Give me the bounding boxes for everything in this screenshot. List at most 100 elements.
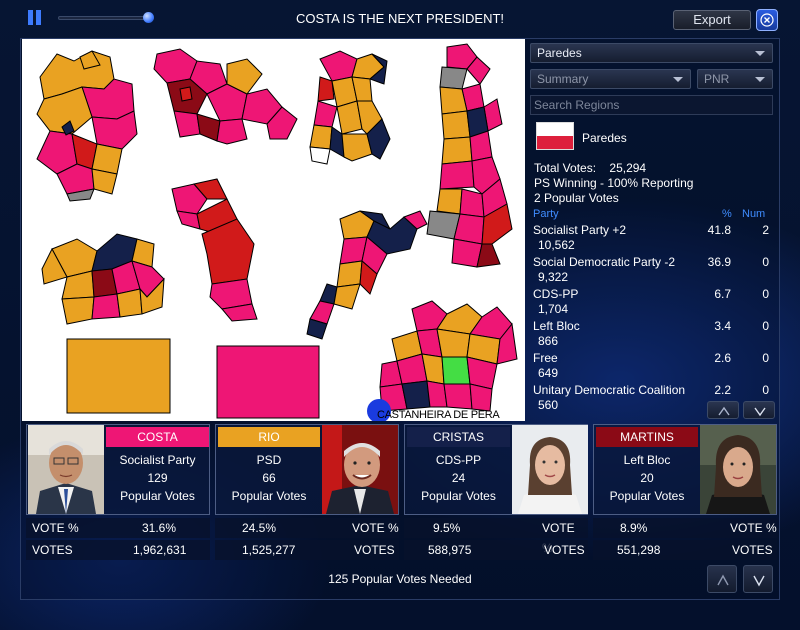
region-map[interactable]: CASTANHEIRA DE PERA [22, 39, 525, 421]
party-name: Free [533, 351, 558, 365]
candidate-card-cristas[interactable]: CRISTAS CDS-PP 24 Popular Votes [404, 424, 588, 515]
candidate-photo-cristas [512, 425, 588, 514]
map-svg[interactable] [22, 39, 525, 421]
map-selection-marker [367, 399, 391, 421]
page-title: COSTA IS THE NEXT PRESIDENT! [295, 11, 505, 26]
party-pct: 2.2 [714, 383, 731, 397]
party-row: Free 2.6 0 649 [533, 351, 771, 383]
map-district-group-8[interactable] [379, 300, 518, 412]
votes-needed-message: 125 Popular Votes Needed [328, 572, 472, 586]
party-pct: 36.9 [707, 255, 731, 269]
candidate-popular-votes-label: Popular Votes [231, 489, 307, 503]
votes-value: 1,962,631 [133, 543, 187, 557]
candidate-card-martins[interactable]: MARTINS Left Bloc 20 Popular Votes [593, 424, 777, 515]
vote-pct-value: 8.9% [620, 521, 648, 535]
vote-pct-value: 24.5% [242, 521, 277, 535]
search-regions-input[interactable] [530, 95, 773, 115]
party-num: 0 [762, 287, 769, 301]
party-num: 0 [762, 319, 769, 333]
region-dropdown[interactable]: Paredes [530, 43, 773, 63]
party-list: Socialist Party +2 41.8 2 10,562 Social … [533, 223, 771, 415]
map-district-group-7[interactable] [306, 210, 428, 340]
map-district-group-3[interactable] [309, 50, 391, 165]
vote-pct-cell-costa: VOTE % 31.6% [26, 518, 210, 538]
chevron-down-icon [755, 77, 765, 82]
candidate-popular-votes: 24 [451, 471, 466, 485]
close-icon [760, 13, 774, 27]
export-button[interactable]: Export [673, 10, 751, 30]
vote-pct-label: VOTE % [352, 521, 399, 535]
votes-label: VOTES [354, 543, 395, 557]
party-name: Social Democratic Party -2 [533, 255, 676, 269]
party-row: Socialist Party +2 41.8 2 10,562 [533, 223, 771, 255]
party-pct: 2.6 [714, 351, 731, 365]
votes-value: 588,975 [428, 543, 472, 557]
region-dropdown-value: Paredes [537, 46, 582, 60]
legend-square-psd [66, 338, 171, 414]
party-name: CDS-PP [533, 287, 579, 301]
candidate-name: RIO [218, 427, 320, 447]
party-name: Socialist Party +2 [533, 223, 627, 237]
map-district-group-6[interactable] [171, 178, 258, 322]
vote-pct-cell-rio: 24.5% VOTE % [215, 518, 399, 538]
votes-label: VOTES [732, 543, 773, 557]
candidate-popular-votes-label: Popular Votes [421, 489, 496, 503]
party-name: Unitary Democratic Coalition [533, 383, 686, 397]
party-votes: 866 [538, 334, 559, 348]
candidate-photo-rio [322, 425, 398, 514]
close-button[interactable] [756, 9, 778, 31]
votes-value: 1,525,277 [242, 543, 296, 557]
total-votes-value: 25,294 [609, 161, 647, 175]
party-scroll-up-button[interactable] [707, 401, 739, 419]
col-num-header: Num [742, 208, 766, 220]
vote-pct-label: VOTE % [32, 521, 79, 535]
party-num: 0 [762, 351, 769, 365]
votes-value: 551,298 [617, 543, 661, 557]
party-num: 2 [762, 223, 769, 237]
legend-square-ps [216, 345, 320, 419]
candidate-card-costa[interactable]: COSTA Socialist Party 129 Popular Votes [26, 424, 210, 515]
party-pct: 6.7 [714, 287, 731, 301]
party-pct: 3.4 [714, 319, 731, 333]
winning-status: PS Winning - 100% Reporting [534, 176, 694, 190]
votes-cell-rio: 1,525,277 VOTES [215, 540, 399, 560]
party-votes: 560 [538, 398, 559, 412]
candidates-scroll-up-button[interactable] [707, 565, 737, 593]
candidate-info: CDS-PP 24 Popular Votes [407, 451, 510, 505]
votes-row: VOTES 1,962,631 1,525,277 VOTES 588,975 … [22, 540, 778, 560]
chevron-down-icon [673, 77, 683, 82]
party-num: 0 [762, 383, 769, 397]
map-district-group-2[interactable] [153, 48, 298, 145]
pause-button[interactable] [26, 10, 44, 26]
candidates-scroll-down-button[interactable] [743, 565, 773, 593]
map-district-group-1[interactable] [36, 50, 138, 202]
total-votes-label: Total Votes: [534, 161, 597, 175]
chevron-down-icon [755, 51, 765, 56]
chevron-down-icon [753, 575, 765, 587]
candidate-card-rio[interactable]: RIO PSD 66 Popular Votes [215, 424, 399, 515]
region-panel: Paredes Summary PNR Paredes Total Votes:… [530, 40, 775, 420]
party-votes: 10,562 [538, 238, 575, 252]
candidate-party: Socialist Party [119, 453, 196, 467]
playback-slider[interactable] [58, 12, 158, 23]
party-num: 0 [762, 255, 769, 269]
party-row: Social Democratic Party -2 36.9 0 9,322 [533, 255, 771, 287]
map-district-group-4[interactable] [426, 43, 513, 268]
slider-thumb[interactable] [143, 12, 154, 23]
col-party-header: Party [533, 208, 559, 220]
map-region-label: CASTANHEIRA DE PERA [377, 409, 500, 421]
view-dropdown[interactable]: Summary [530, 69, 691, 89]
region-flag [536, 122, 574, 150]
candidate-popular-votes-label: Popular Votes [120, 489, 195, 503]
region-stats: Total Votes: 25,294 PS Winning - 100% Re… [534, 161, 693, 206]
candidate-photo-costa [28, 425, 104, 514]
candidate-popular-votes: 129 [147, 471, 168, 485]
party-scroll-down-button[interactable] [743, 401, 775, 419]
candidate-photo-martins [700, 425, 776, 514]
col-pct-header: % [722, 208, 732, 220]
votes-cell-costa: VOTES 1,962,631 [26, 540, 210, 560]
party-dropdown[interactable]: PNR [697, 69, 773, 89]
party-votes: 649 [538, 366, 559, 380]
top-bar: COSTA IS THE NEXT PRESIDENT! Export [0, 0, 800, 36]
map-district-group-5[interactable] [41, 233, 165, 325]
